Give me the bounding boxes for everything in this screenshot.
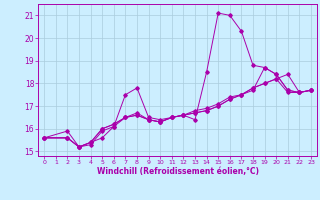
X-axis label: Windchill (Refroidissement éolien,°C): Windchill (Refroidissement éolien,°C) [97, 167, 259, 176]
